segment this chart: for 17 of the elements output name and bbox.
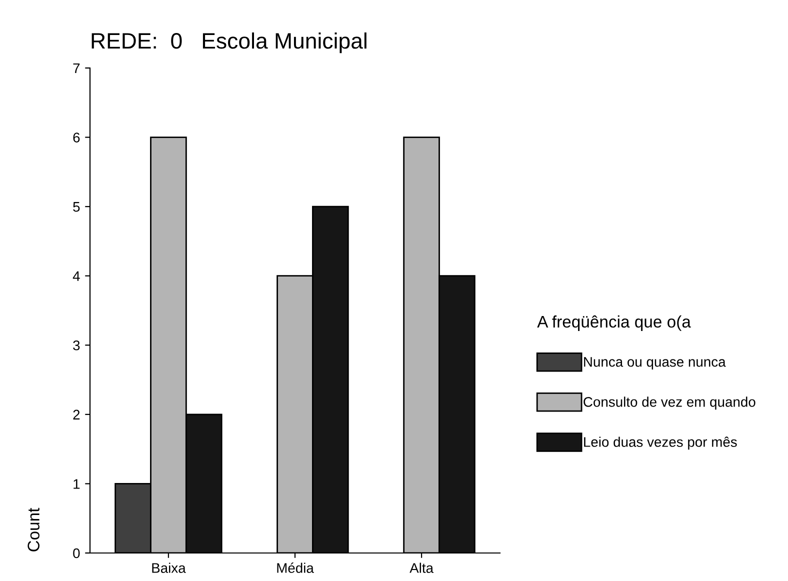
legend-label: Leio duas vezes por mês xyxy=(584,436,737,450)
y-tick-label: 1 xyxy=(74,479,80,489)
x-tick-label: Alta xyxy=(410,562,434,573)
x-tick-label: Baixa xyxy=(152,562,186,573)
y-tick-label: 4 xyxy=(72,271,80,281)
legend-label: Nunca ou quase nunca xyxy=(584,357,726,370)
y-axis-title: Count xyxy=(28,508,40,552)
x-tick-label: Média xyxy=(277,562,314,573)
y-tick-label: 0 xyxy=(73,548,80,558)
y-tick-label: 3 xyxy=(73,340,80,350)
y-tick-label: 2 xyxy=(73,410,80,420)
y-tick-label: 5 xyxy=(73,202,80,212)
legend-label: Consulto de vez em quando xyxy=(584,396,756,410)
y-tick-label: 7 xyxy=(73,63,80,74)
y-tick-label: 6 xyxy=(73,132,80,142)
legend-title: A freqüência que o(a xyxy=(537,315,691,331)
chart-title: REDE: 0 Escola Municipal xyxy=(92,32,366,54)
